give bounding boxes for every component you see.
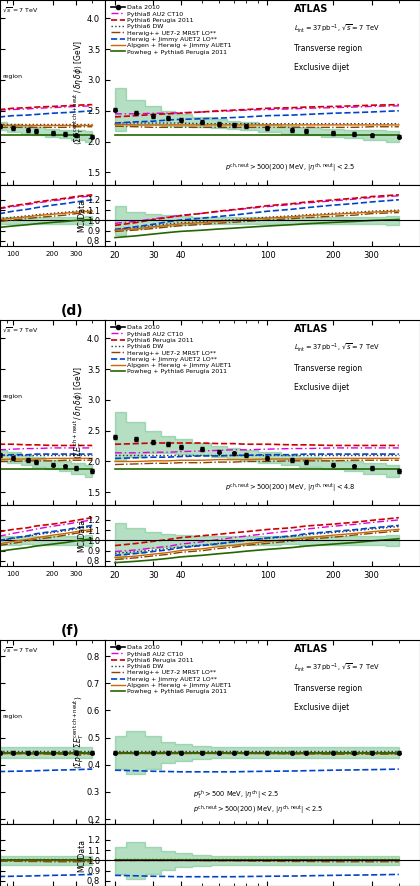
Text: ATLAS: ATLAS bbox=[294, 643, 328, 654]
Text: $p^{\rm ch,neut} > 500(200)$ MeV, $|\eta^{\rm ch,neut}| < 2.5$: $p^{\rm ch,neut} > 500(200)$ MeV, $|\eta… bbox=[193, 804, 323, 817]
Text: region: region bbox=[2, 714, 22, 719]
Text: Exclusive dijet: Exclusive dijet bbox=[294, 63, 349, 72]
Text: region: region bbox=[2, 393, 22, 399]
Y-axis label: $\langle\Sigma E_T^{\rm ch+neut}\,/\,\delta\eta\,\delta\phi\rangle$ [GeV]: $\langle\Sigma E_T^{\rm ch+neut}\,/\,\de… bbox=[71, 366, 86, 459]
Text: $\sqrt{s} = 7$ TeV: $\sqrt{s} = 7$ TeV bbox=[2, 325, 38, 334]
Text: $\sqrt{s} = 7$ TeV: $\sqrt{s} = 7$ TeV bbox=[2, 5, 38, 14]
Text: (f): (f) bbox=[61, 624, 80, 638]
Legend: Data 2010, Pythia8 AU2 CT10, Pythia6 Perugia 2011, Pythia6 DW, Herwig++ UE7-2 MR: Data 2010, Pythia8 AU2 CT10, Pythia6 Per… bbox=[111, 5, 231, 55]
Text: Transverse region: Transverse region bbox=[294, 364, 362, 373]
Text: Exclusive dijet: Exclusive dijet bbox=[294, 383, 349, 392]
Text: $L_{\rm int} = 37\,{\rm pb}^{-1}$, $\sqrt{s} = 7$ TeV: $L_{\rm int} = 37\,{\rm pb}^{-1}$, $\sqr… bbox=[294, 662, 380, 674]
Text: ATLAS: ATLAS bbox=[294, 4, 328, 13]
Y-axis label: MC/Data: MC/Data bbox=[76, 198, 86, 232]
Text: $L_{\rm int} = 37\,{\rm pb}^{-1}$, $\sqrt{s} = 7$ TeV: $L_{\rm int} = 37\,{\rm pb}^{-1}$, $\sqr… bbox=[294, 342, 380, 354]
Y-axis label: $\langle\Sigma E_T^{\rm cent\,ch+neut}\,/\,\delta\eta\,\delta\phi\rangle$ [GeV]: $\langle\Sigma E_T^{\rm cent\,ch+neut}\,… bbox=[71, 40, 86, 144]
Legend: Data 2010, Pythia8 AU2 CT10, Pythia6 Perugia 2011, Pythia6 DW, Herwig++ UE7-2 MR: Data 2010, Pythia8 AU2 CT10, Pythia6 Per… bbox=[111, 645, 231, 695]
Text: Transverse region: Transverse region bbox=[294, 44, 362, 53]
Text: $p^{\rm ch,neut} > 500(200)$ MeV, $|\eta^{\rm ch,neut}| < 2.5$: $p^{\rm ch,neut} > 500(200)$ MeV, $|\eta… bbox=[225, 162, 355, 175]
Text: region: region bbox=[2, 74, 22, 79]
Y-axis label: $\langle\Sigma p_T\,/\,\Sigma E_T^{\rm cent\,ch+neut}\rangle$: $\langle\Sigma p_T\,/\,\Sigma E_T^{\rm c… bbox=[71, 696, 86, 769]
Text: (d): (d) bbox=[61, 304, 84, 318]
Text: Transverse region: Transverse region bbox=[294, 684, 362, 693]
Y-axis label: MC/Data: MC/Data bbox=[76, 519, 86, 552]
Text: $L_{\rm int} = 37\,{\rm pb}^{-1}$, $\sqrt{s} = 7$ TeV: $L_{\rm int} = 37\,{\rm pb}^{-1}$, $\sqr… bbox=[294, 22, 380, 35]
Text: $p_T^{\rm ch} > 500$ MeV, $|\eta^{\rm ch}| < 2.5$: $p_T^{\rm ch} > 500$ MeV, $|\eta^{\rm ch… bbox=[193, 789, 280, 803]
Text: $\sqrt{s} = 7$ TeV: $\sqrt{s} = 7$ TeV bbox=[2, 645, 38, 655]
Legend: Data 2010, Pythia8 AU2 CT10, Pythia6 Perugia 2011, Pythia6 DW, Herwig++ UE7-2 MR: Data 2010, Pythia8 AU2 CT10, Pythia6 Per… bbox=[111, 325, 231, 375]
Y-axis label: MC/Data: MC/Data bbox=[76, 839, 86, 872]
Text: ATLAS: ATLAS bbox=[294, 323, 328, 334]
Text: $p^{\rm ch,neut} > 500(200)$ MeV, $|\eta^{\rm ch,neut}| < 4.8$: $p^{\rm ch,neut} > 500(200)$ MeV, $|\eta… bbox=[225, 482, 355, 495]
Text: Exclusive dijet: Exclusive dijet bbox=[294, 703, 349, 711]
